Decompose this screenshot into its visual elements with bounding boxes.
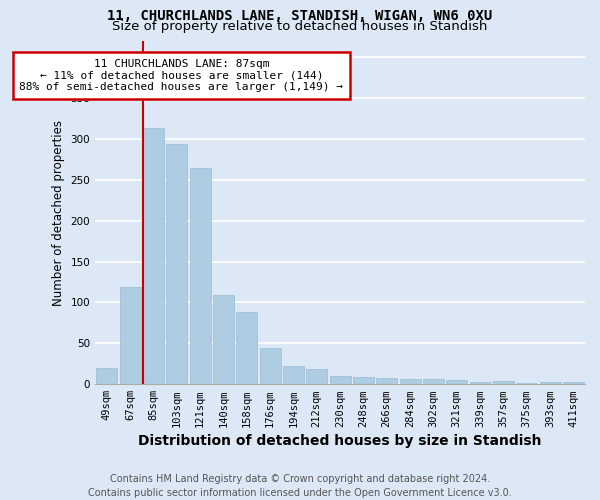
X-axis label: Distribution of detached houses by size in Standish: Distribution of detached houses by size … <box>138 434 542 448</box>
Bar <box>353 377 374 384</box>
Bar <box>96 368 117 384</box>
Bar <box>236 312 257 384</box>
Y-axis label: Number of detached properties: Number of detached properties <box>52 120 65 306</box>
Bar <box>119 287 140 384</box>
Text: 11 CHURCHLANDS LANE: 87sqm
← 11% of detached houses are smaller (144)
88% of sem: 11 CHURCHLANDS LANE: 87sqm ← 11% of deta… <box>19 58 343 92</box>
Bar <box>213 295 234 384</box>
Bar <box>283 366 304 384</box>
Text: 11, CHURCHLANDS LANE, STANDISH, WIGAN, WN6 0XU: 11, CHURCHLANDS LANE, STANDISH, WIGAN, W… <box>107 9 493 23</box>
Bar <box>376 378 397 384</box>
Text: Contains HM Land Registry data © Crown copyright and database right 2024.
Contai: Contains HM Land Registry data © Crown c… <box>88 474 512 498</box>
Bar <box>166 144 187 384</box>
Bar <box>143 128 164 384</box>
Bar <box>190 168 211 384</box>
Bar <box>423 380 444 384</box>
Text: Size of property relative to detached houses in Standish: Size of property relative to detached ho… <box>112 20 488 33</box>
Bar <box>329 376 350 384</box>
Bar <box>400 380 421 384</box>
Bar <box>260 348 281 384</box>
Bar <box>470 382 491 384</box>
Bar <box>563 382 584 384</box>
Bar <box>306 370 327 384</box>
Bar <box>493 381 514 384</box>
Bar <box>446 380 467 384</box>
Bar <box>539 382 560 384</box>
